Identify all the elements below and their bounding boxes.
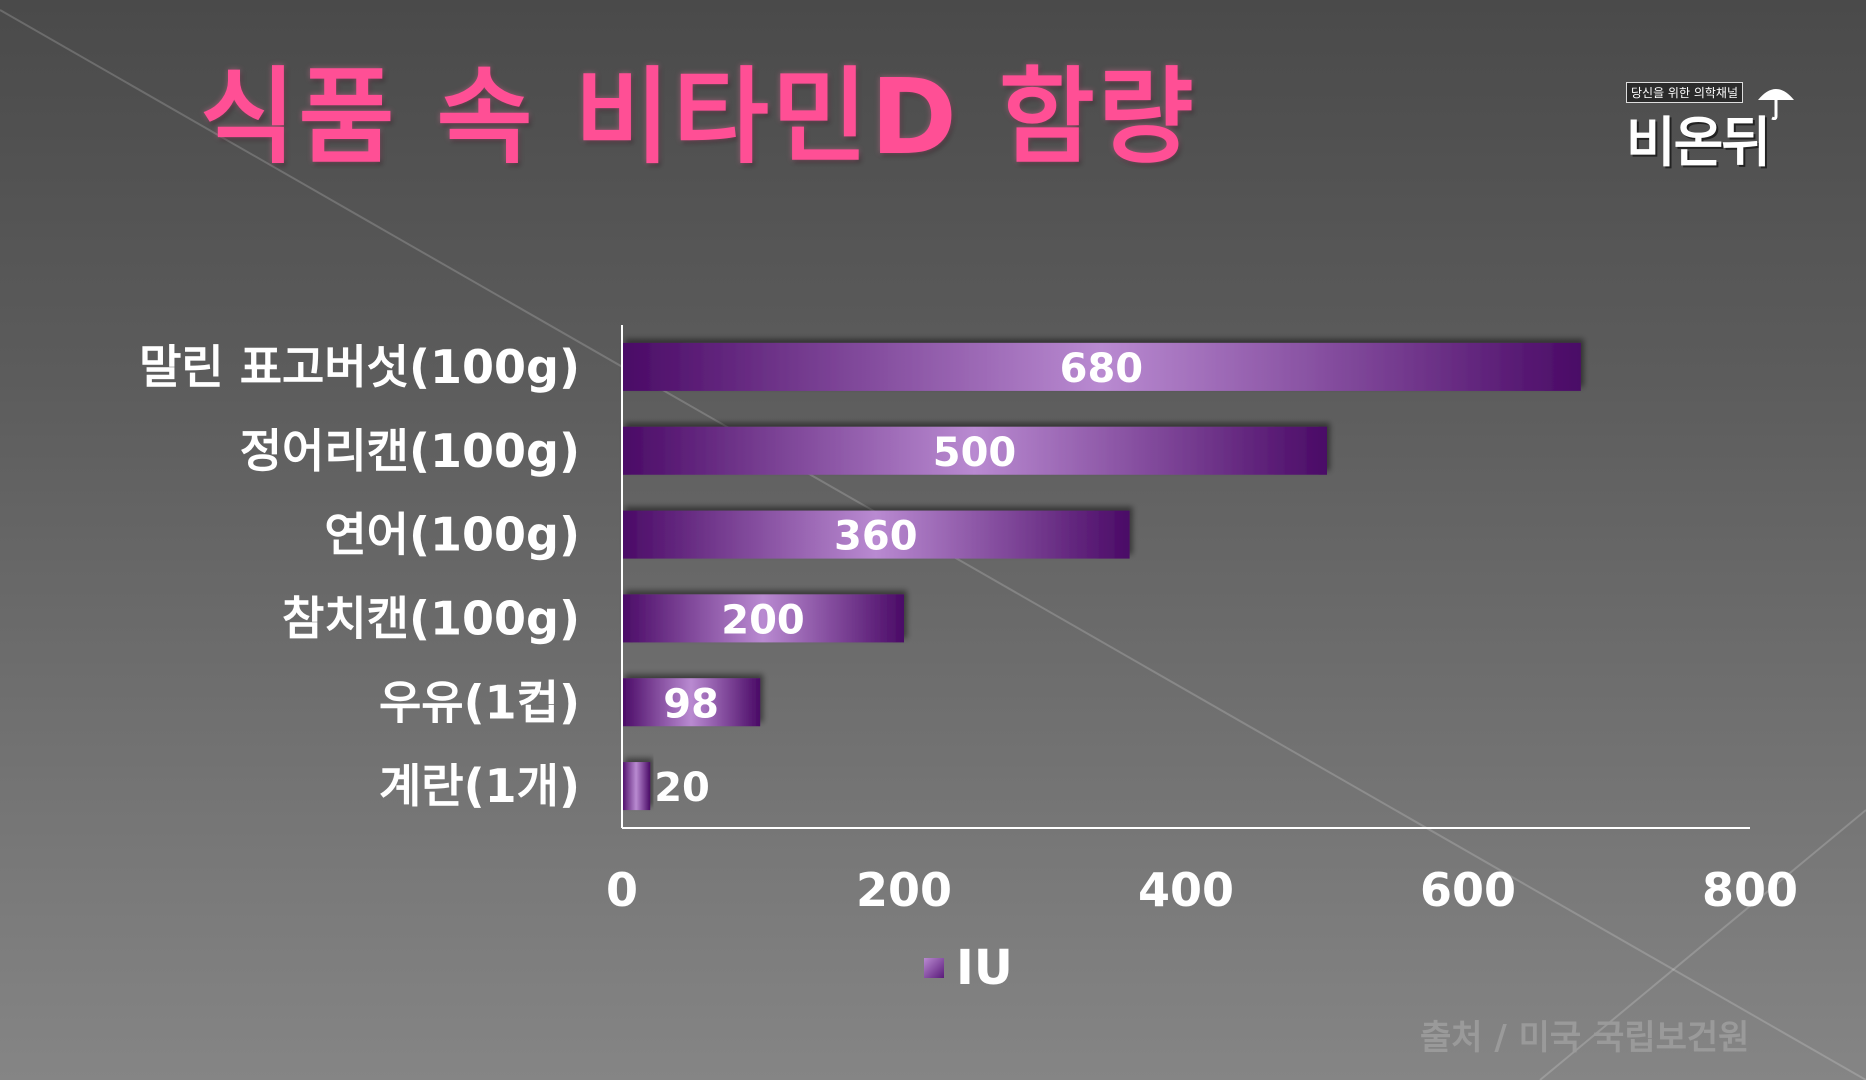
legend-swatch (924, 958, 944, 978)
category-label: 정어리캔(100g) (240, 424, 580, 478)
umbrella-icon (1758, 89, 1794, 120)
bar (622, 426, 1327, 475)
bar (622, 594, 904, 643)
category-label: 말린 표고버섯(100g) (139, 340, 580, 394)
x-tick-label: 800 (1702, 863, 1798, 917)
source-caption: 출처 / 미국 국립보건원 (1420, 1018, 1750, 1058)
axis-layer (621, 325, 1750, 829)
chart-legend: IU (924, 940, 1013, 996)
logo-tagline: 당신을 위한 의학채널 (1626, 82, 1743, 103)
page-title: 식품 속 비타민D 함량 (200, 56, 1197, 178)
data-label: 98 (663, 681, 719, 727)
channel-logo: 당신을 위한 의학채널 비온뒤 (1624, 80, 1794, 174)
legend-label: IU (956, 940, 1013, 996)
category-label: 연어(100g) (324, 508, 580, 562)
category-label: 계란(1개) (379, 759, 580, 813)
x-tick-label: 600 (1420, 863, 1516, 917)
bar (622, 510, 1130, 559)
category-label: 참치캔(100g) (282, 591, 580, 645)
bar (622, 762, 651, 811)
data-label: 500 (933, 430, 1017, 476)
labels-layer: 말린 표고버섯(100g) 680 정어리캔(100g) 500 연어(100g) 360… (139, 340, 1798, 917)
data-label: 20 (654, 765, 710, 811)
x-tick-label: 200 (856, 863, 952, 917)
data-label: 360 (834, 514, 918, 560)
category-label: 우유(1컵) (379, 675, 580, 729)
logo-name: 비온뒤 (1626, 111, 1771, 174)
data-label: 680 (1060, 346, 1144, 392)
data-label: 200 (721, 597, 805, 643)
x-tick-label: 0 (606, 863, 638, 917)
x-tick-label: 400 (1138, 863, 1234, 917)
bars-layer (622, 342, 1581, 811)
bar (622, 342, 1581, 391)
bar (622, 678, 761, 727)
